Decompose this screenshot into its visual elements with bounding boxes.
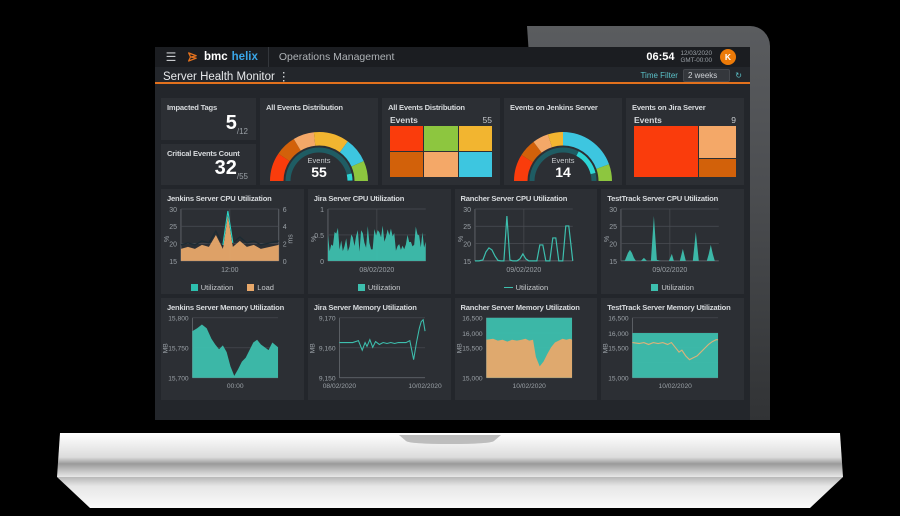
svg-text:08/02/2020: 08/02/2020 (322, 383, 356, 390)
svg-text:9,160: 9,160 (319, 346, 336, 353)
svg-text:1: 1 (320, 207, 324, 214)
svg-text:30: 30 (169, 207, 177, 214)
svg-text:09/02/2020: 09/02/2020 (506, 267, 541, 274)
svg-text:15,500: 15,500 (608, 346, 629, 353)
svg-text:2: 2 (283, 241, 287, 248)
svg-text:30: 30 (463, 207, 471, 214)
svg-text:MB: MB (456, 343, 463, 354)
svg-text:MB: MB (309, 343, 316, 354)
svg-text:12:00: 12:00 (221, 267, 239, 274)
svg-text:15: 15 (609, 259, 617, 266)
svg-text:6: 6 (283, 207, 287, 214)
svg-text:15,750: 15,750 (168, 346, 189, 353)
svg-text:15,700: 15,700 (168, 376, 189, 383)
svg-text:9,150: 9,150 (319, 376, 336, 383)
svg-text:10/02/2020: 10/02/2020 (512, 383, 546, 390)
svg-text:09/02/2020: 09/02/2020 (653, 267, 688, 274)
svg-text:0: 0 (283, 259, 287, 266)
svg-text:16,500: 16,500 (608, 316, 629, 323)
svg-text:15,500: 15,500 (462, 346, 483, 353)
svg-text:15,000: 15,000 (608, 376, 629, 383)
svg-text:%: % (457, 236, 464, 242)
svg-text:%: % (311, 236, 318, 242)
svg-text:15: 15 (169, 259, 177, 266)
svg-text:9,170: 9,170 (319, 316, 336, 323)
svg-text:%: % (164, 236, 171, 242)
svg-text:08/02/2020: 08/02/2020 (359, 267, 394, 274)
svg-text:15,800: 15,800 (168, 316, 189, 323)
svg-text:16,500: 16,500 (462, 316, 483, 323)
svg-text:MB: MB (603, 343, 610, 354)
svg-text:10/02/2020: 10/02/2020 (408, 383, 442, 390)
svg-text:25: 25 (609, 224, 617, 231)
svg-text:MB: MB (163, 343, 170, 354)
svg-text:25: 25 (463, 224, 471, 231)
svg-text:16,000: 16,000 (462, 331, 483, 338)
svg-text:15,000: 15,000 (462, 376, 483, 383)
svg-text:ms: ms (288, 234, 295, 244)
svg-text:25: 25 (169, 224, 177, 231)
svg-text:30: 30 (609, 207, 617, 214)
svg-text:4: 4 (283, 224, 287, 231)
svg-text:16,000: 16,000 (608, 331, 629, 338)
svg-text:10/02/2020: 10/02/2020 (659, 383, 693, 390)
svg-text:15: 15 (463, 259, 471, 266)
svg-text:00:00: 00:00 (227, 383, 244, 390)
svg-text:0: 0 (320, 259, 324, 266)
svg-text:%: % (604, 236, 611, 242)
